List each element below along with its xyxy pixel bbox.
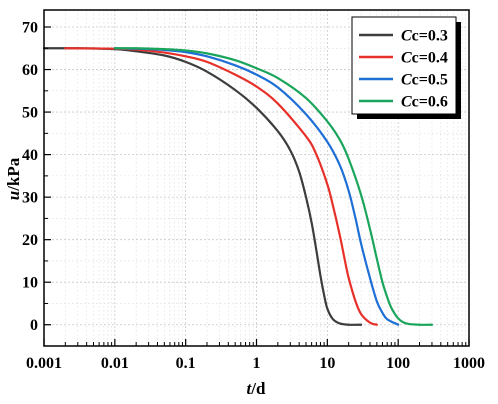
x-tick-label: 0.1 — [176, 355, 196, 372]
y-tick-label: 20 — [22, 232, 38, 249]
legend-box — [351, 16, 457, 115]
axis-ticks — [43, 26, 470, 346]
chart-curves — [42, 47, 434, 326]
x-tick-label: 0.001 — [26, 355, 62, 372]
series-line-2 — [113, 47, 400, 326]
series-line-3 — [113, 47, 434, 326]
legend-label-3: Cc=0.6 — [401, 94, 448, 111]
series-line-0 — [42, 47, 363, 326]
x-tick-label: 1000 — [453, 355, 485, 372]
tick-labels: 0.001 0.01 0.1 1 10 100 1000 0 10 20 30 40 50 60 70 — [22, 20, 485, 372]
series-line-1 — [64, 47, 378, 326]
y-axis-title: u/kPa — [4, 157, 23, 200]
y-tick-label: 40 — [22, 147, 38, 164]
x-tick-label: 10 — [319, 355, 335, 372]
y-tick-label: 70 — [22, 20, 38, 37]
y-tick-label: 10 — [22, 275, 38, 292]
y-tick-label: 30 — [22, 190, 38, 207]
x-tick-label: 1 — [253, 355, 261, 372]
legend-label-2: Cc=0.5 — [401, 72, 448, 89]
y-tick-label: 50 — [22, 105, 38, 122]
y-tick-label: 60 — [22, 62, 38, 79]
y-tick-label: 0 — [30, 317, 38, 334]
x-axis-title: t/d — [247, 379, 266, 398]
legend-label-1: Cc=0.4 — [401, 50, 448, 67]
chart-grid — [43, 10, 469, 346]
x-tick-label: 0.01 — [101, 355, 129, 372]
legend-label-0: Cc=0.3 — [401, 28, 448, 45]
chart-legend: Cc=0.3 Cc=0.4 Cc=0.5 Cc=0.6 — [351, 16, 461, 119]
x-tick-label: 100 — [386, 355, 410, 372]
